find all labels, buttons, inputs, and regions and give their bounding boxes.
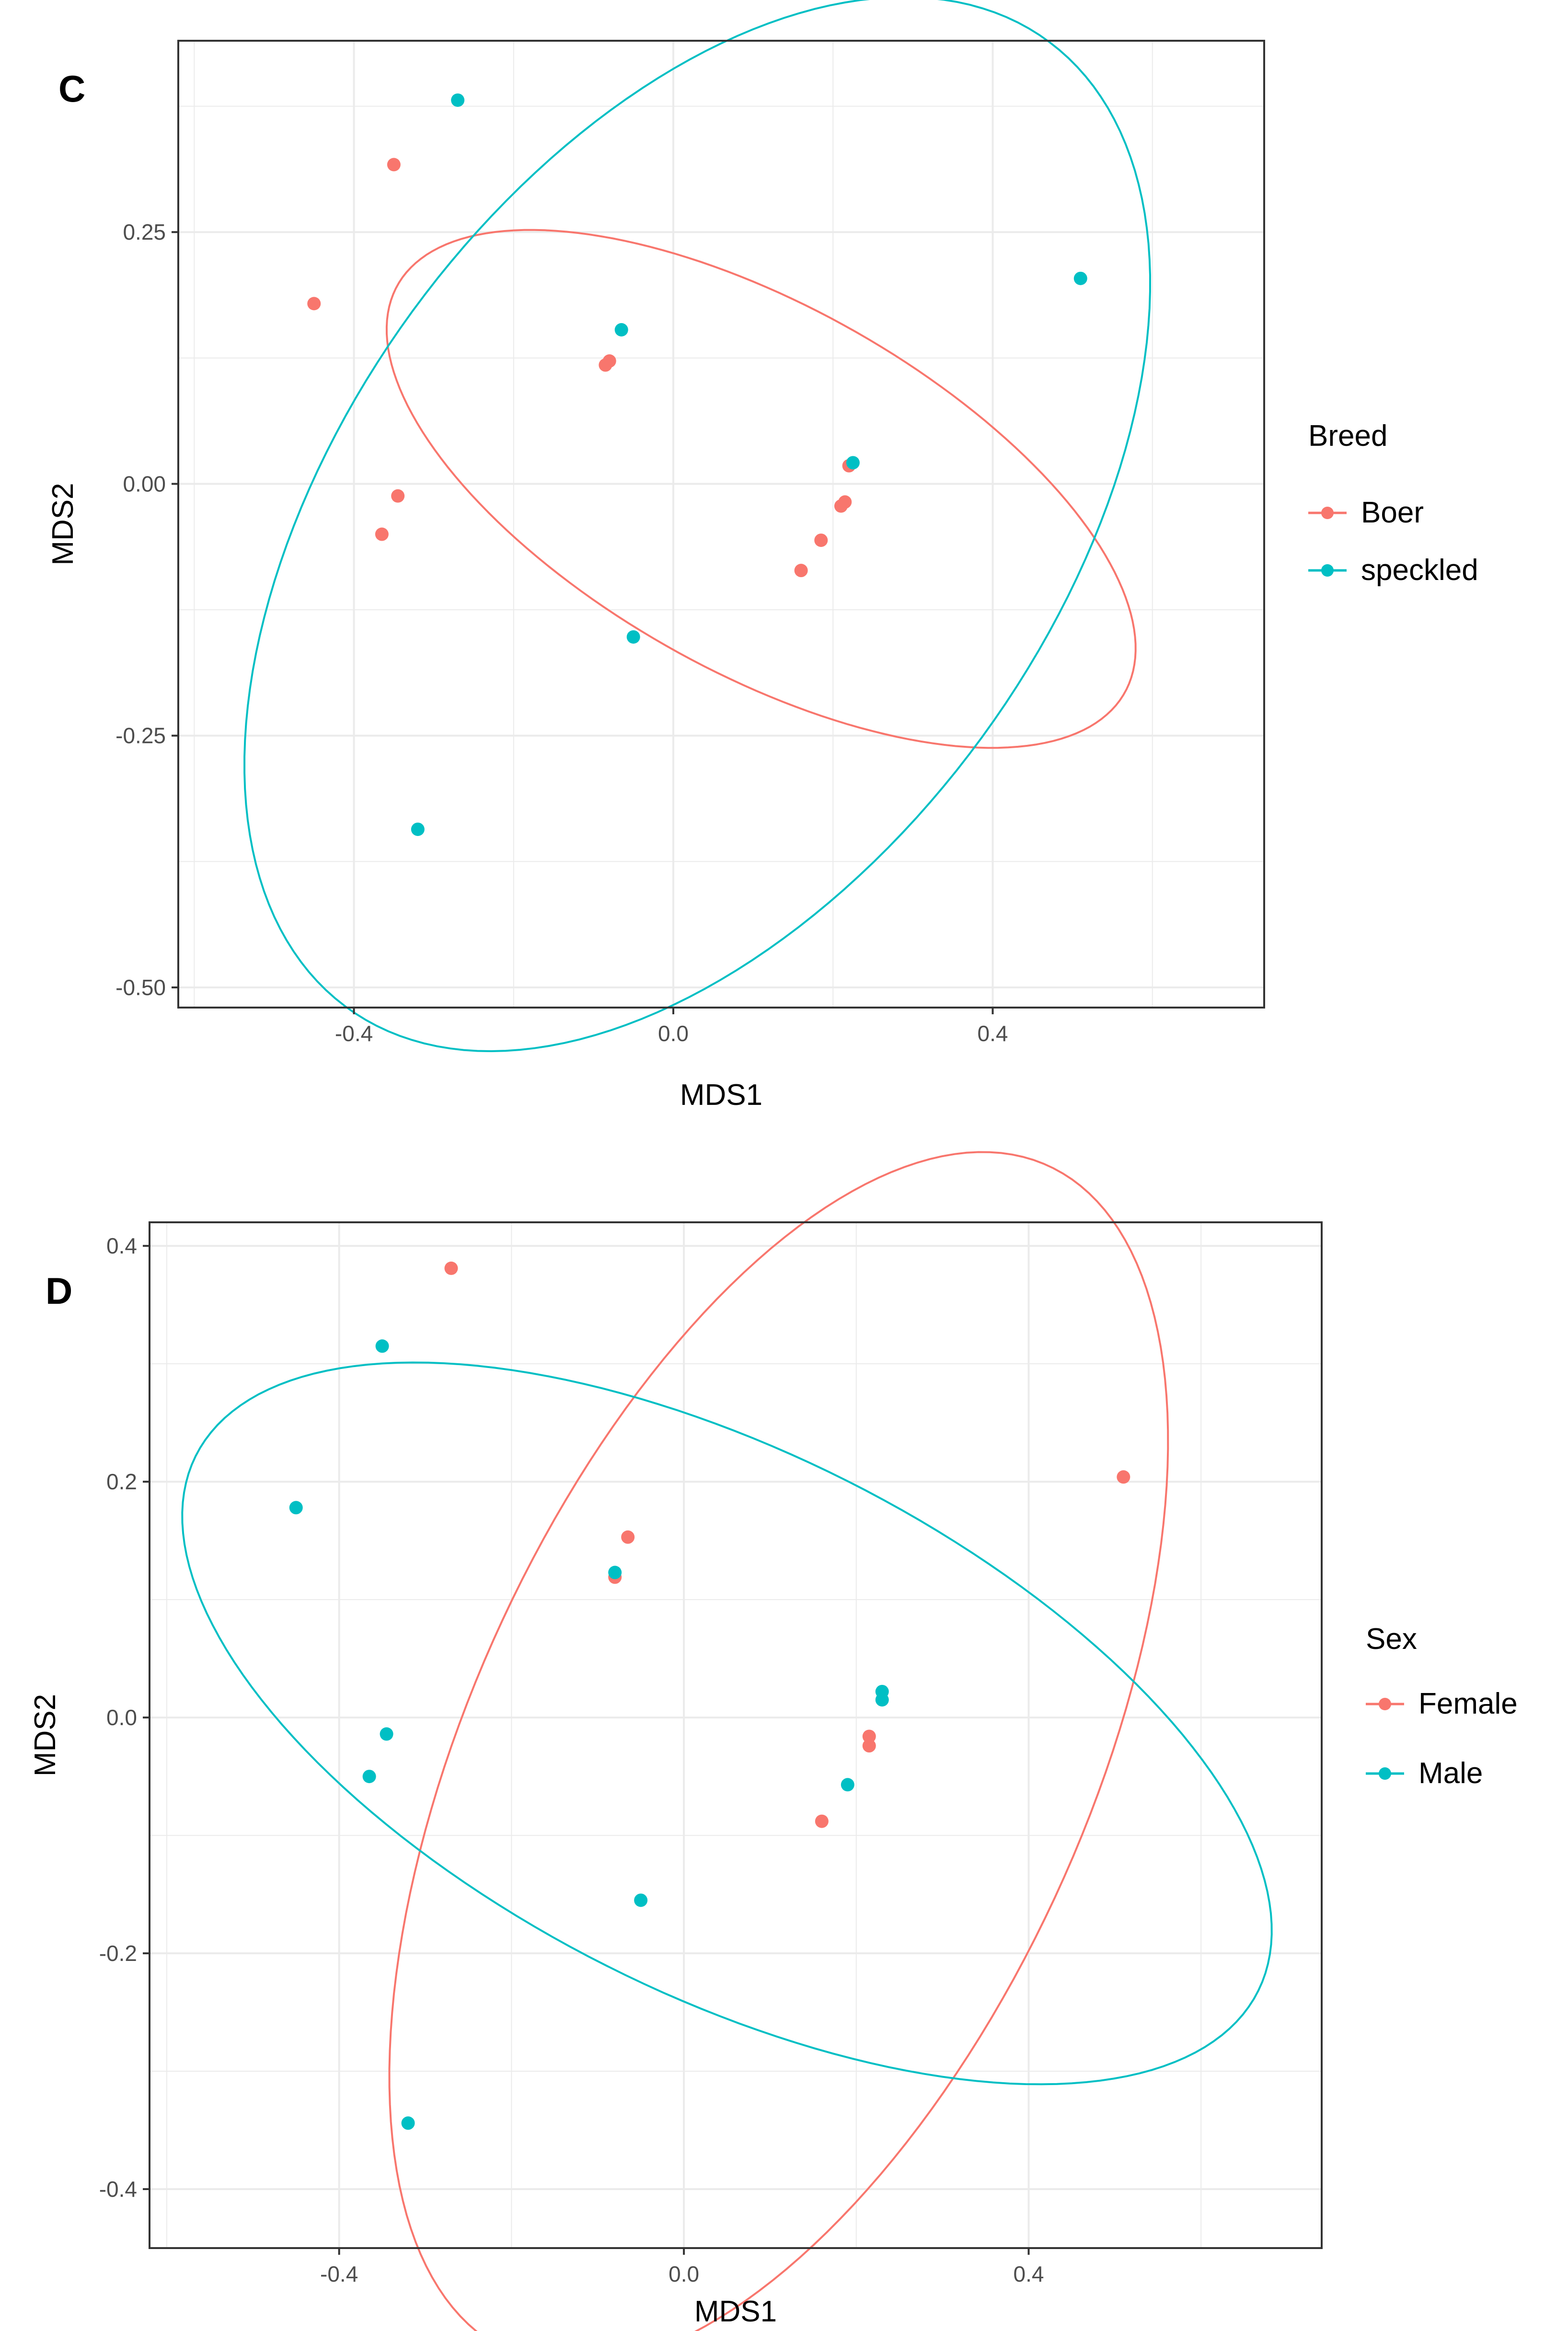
point-female [1117,1470,1130,1484]
point-male [841,1778,854,1792]
point-speckled [1073,271,1087,285]
y-tick-label: -0.50 [115,975,166,1000]
x-tick-label: 0.0 [669,2261,699,2286]
legend-title: Breed [1308,419,1387,452]
point-boer [375,527,389,541]
point-female [815,1814,829,1828]
point-male [875,1693,889,1707]
point-speckled [451,93,465,107]
legend-label-speckled: speckled [1361,554,1478,587]
legend-key-point [1321,564,1334,577]
legend: Breed Boer speckled [1308,419,1478,587]
point-boer [307,297,321,311]
y-tick-label: 0.4 [106,1233,137,1258]
ellipse-male [181,1361,1273,2086]
point-boer [794,564,808,578]
y-tick-label: -0.2 [99,1941,137,1966]
point-speckled [411,823,425,836]
point-boer [834,499,848,513]
y-axis-title: MDS2 [29,1694,62,1776]
legend-label-female: Female [1418,1687,1518,1720]
legend-key-point [1321,507,1334,519]
point-male [362,1770,376,1784]
point-speckled [846,456,860,470]
y-tick-label: 0.0 [106,1705,137,1730]
point-speckled [626,630,640,644]
point-boer [602,354,616,368]
plot-border [149,1221,1323,2249]
point-boer [814,533,828,547]
legend-key-point [1379,1698,1391,1710]
point-boer [391,489,405,503]
x-tick-label: -0.4 [335,1021,373,1046]
point-speckled [614,323,628,336]
panel-label: C [58,68,85,110]
plot-border [177,40,1265,1009]
y-tick-label: -0.4 [99,2177,137,2202]
chart-panel-d: -0.4 0.0 0.4 -0.4 -0.2 0.0 0.2 0.4 MDS1 MDS2 D SexF… [29,1151,1518,2331]
chart-panel-c: -0.4 0.0 0.4 -0.50 -0.25 0.00 0.25 MDS1 MDS2 C Bre… [46,0,1478,1112]
y-tick-label: 0.25 [123,220,166,244]
y-tick-label: 0.2 [106,1469,137,1494]
x-tick-label: 0.4 [978,1021,1008,1046]
y-axis-title: MDS2 [46,483,80,565]
ellipse-boer [385,229,1137,749]
legend-key-point [1379,1767,1391,1780]
point-female [444,1261,458,1275]
point-male [289,1501,303,1515]
plot-background [150,1222,1322,2248]
x-axis-title: MDS1 [694,2295,777,2328]
point-female [862,1739,876,1753]
point-boer [387,158,401,172]
legend-label-boer: Boer [1361,496,1424,529]
x-tick-label: 0.4 [1014,2261,1044,2286]
point-male [608,1566,622,1579]
plot-background [178,41,1264,1008]
y-tick-label: -0.25 [115,723,166,748]
x-tick-label: -0.4 [320,2261,358,2286]
point-female [621,1530,635,1544]
legend-label-male: Male [1418,1757,1483,1790]
point-male [634,1893,648,1907]
point-male [380,1727,393,1741]
x-tick-label: 0.0 [658,1021,689,1046]
ellipse-female [388,1151,1169,2331]
point-male [401,2116,415,2130]
ellipse-speckled [243,0,1152,1053]
legend-title: Sex [1366,1623,1417,1656]
x-axis-title: MDS1 [680,1079,762,1112]
point-female [862,1729,876,1743]
panel-label: D [46,1270,72,1312]
y-tick-label: 0.00 [123,471,166,496]
point-male [375,1339,389,1353]
